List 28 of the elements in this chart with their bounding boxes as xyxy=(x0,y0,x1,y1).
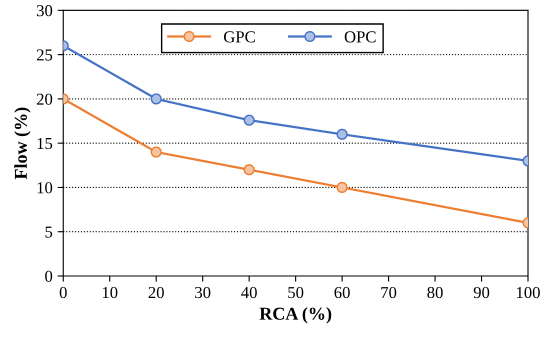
y-tick-label: 5 xyxy=(45,226,52,238)
y-tick-label: 0 xyxy=(45,270,52,282)
x-tick-label: 80 xyxy=(427,286,443,298)
x-tick-label: 70 xyxy=(381,286,396,298)
x-tick-label: 10 xyxy=(102,286,118,298)
point xyxy=(150,93,162,104)
y-tick-label: 20 xyxy=(36,94,52,105)
point xyxy=(244,164,255,176)
y-tick-label: 30 xyxy=(36,5,52,16)
y-axis-title: Flow (%) xyxy=(14,108,31,180)
x-axis-title: RCA (%) xyxy=(260,307,332,324)
x-tick-label: 20 xyxy=(148,286,164,298)
x-tick-label: 50 xyxy=(288,286,304,298)
x-tick-label: 0 xyxy=(60,286,67,298)
y-tick-label: 25 xyxy=(36,49,52,61)
y-tick-label: 15 xyxy=(38,138,52,150)
y-tick-label: 10 xyxy=(38,182,52,194)
legend-label: GPC xyxy=(224,31,255,42)
x-tick-label: 90 xyxy=(474,286,490,298)
x-tick-label: 30 xyxy=(195,286,210,298)
x-tick-label: 100 xyxy=(516,286,540,298)
legend-label: OPC xyxy=(344,31,376,42)
point xyxy=(336,182,348,194)
x-tick-label: 40 xyxy=(241,286,257,298)
point xyxy=(336,128,348,140)
point xyxy=(150,146,162,158)
point xyxy=(244,114,255,126)
x-tick-label: 60 xyxy=(334,286,350,298)
